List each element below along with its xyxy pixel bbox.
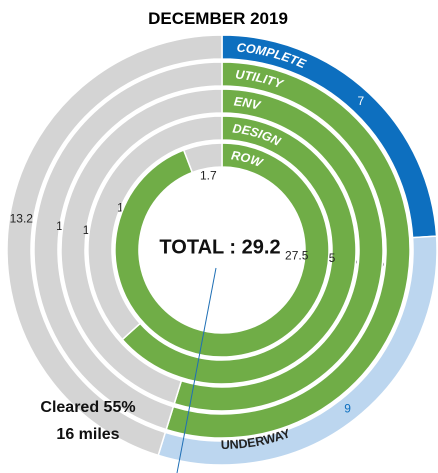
callout-text: Cleared 55% xyxy=(40,399,135,416)
ring-segment xyxy=(87,115,223,341)
value-label: 1.7 xyxy=(200,168,217,182)
ring-label: ENV xyxy=(233,94,263,113)
value-label: 13.2 xyxy=(10,212,34,226)
ring-segment xyxy=(114,142,330,358)
callout-text: 16 miles xyxy=(56,426,119,443)
ring-segment xyxy=(33,61,223,431)
center-label: TOTAL : 29.2 xyxy=(159,236,280,258)
value-label: 27.5 xyxy=(285,249,309,263)
ring-segment xyxy=(182,142,223,174)
ring-label-text: ENV xyxy=(233,94,263,113)
callout-line xyxy=(176,267,217,473)
value-label: 7 xyxy=(357,94,364,108)
ring-segment xyxy=(121,115,357,385)
chart-title: DECEMBER 2019 xyxy=(148,9,288,28)
ring-segment xyxy=(6,34,223,457)
ring-segment xyxy=(60,88,223,405)
value-label: 9 xyxy=(344,402,351,416)
